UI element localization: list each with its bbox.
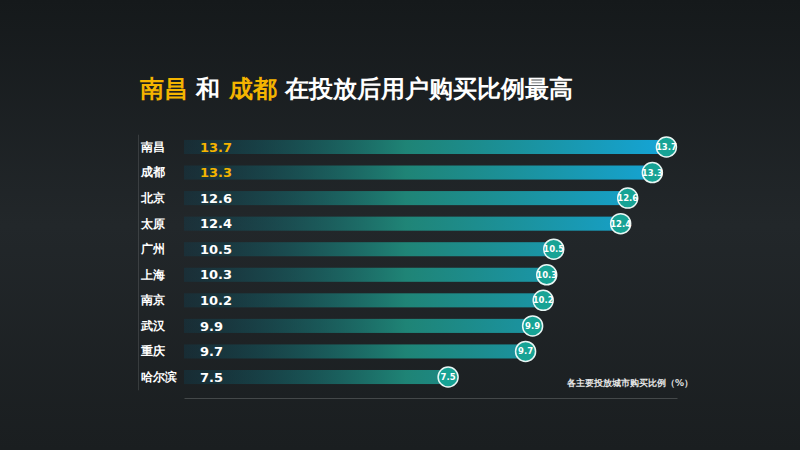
y-tick-label: 北京 [140, 191, 165, 205]
background [0, 0, 800, 450]
bar [184, 242, 554, 256]
value-badge: 13.3 [642, 163, 663, 183]
value-badge-bg [544, 239, 564, 259]
value-label: 10.2 [533, 295, 554, 305]
value-column-label: 12.6 [200, 191, 232, 206]
value-label: 10.3 [536, 270, 557, 280]
chart: 南昌 和 成都 在投放后用户购买比例最高南昌成都北京太原广州上海南京武汉重庆哈尔… [0, 0, 800, 450]
value-badge: 10.5 [543, 239, 564, 259]
value-badge-bg [523, 316, 543, 336]
value-badge-bg [642, 163, 662, 183]
value-badge: 10.2 [533, 290, 554, 310]
bar [184, 319, 533, 333]
bar [184, 140, 666, 154]
value-badge-bg [537, 265, 557, 285]
bar [184, 166, 652, 180]
value-badge-bg [516, 341, 536, 361]
value-label: 12.6 [617, 193, 638, 203]
title: 南昌 和 成都 在投放后用户购买比例最高 [139, 75, 573, 103]
bar [184, 217, 621, 231]
value-badge: 13.7 [656, 137, 677, 157]
y-tick: 南昌 [138, 140, 165, 154]
value-column-label: 13.3 [200, 165, 232, 180]
title-part [277, 75, 285, 103]
title-part [220, 75, 228, 103]
value-label: 13.7 [656, 142, 677, 152]
value-label: 10.5 [543, 244, 564, 254]
y-tick: 成都 [138, 165, 165, 179]
value-badge: 12.4 [610, 214, 631, 234]
y-tick-label: 成都 [140, 165, 165, 179]
y-tick-label: 重庆 [140, 344, 165, 358]
title-part: 和 [195, 75, 220, 103]
value-label: 7.5 [441, 372, 456, 382]
value-column-label: 9.7 [200, 344, 223, 359]
title-part: 在投放后用户购买比例最高 [284, 75, 573, 103]
value-badge-bg [533, 290, 553, 310]
bar [184, 191, 628, 205]
bar [184, 344, 526, 358]
value-badge: 9.9 [523, 316, 543, 336]
x-axis-line [185, 398, 678, 399]
value-column-label: 10.3 [200, 267, 232, 282]
value-badge-bg [618, 188, 638, 208]
value-label: 13.3 [642, 168, 663, 178]
y-tick-label: 上海 [140, 268, 165, 282]
bars [184, 140, 666, 384]
y-axis: 南昌成都北京太原广州上海南京武汉重庆哈尔滨 [138, 135, 177, 391]
y-tick: 太原 [138, 217, 165, 231]
y-tick-label: 南京 [140, 293, 165, 307]
value-badge-bg [656, 137, 676, 157]
title-part: 南昌 [139, 75, 188, 103]
bar [184, 293, 543, 307]
y-tick-label: 广州 [140, 242, 165, 256]
y-tick: 哈尔滨 [138, 370, 177, 384]
value-badge-bg [611, 214, 631, 234]
value-column-label: 10.2 [200, 293, 232, 308]
x-axis [185, 398, 678, 399]
value-label: 9.9 [525, 321, 540, 331]
value-badge-bg [438, 367, 458, 387]
value-badge: 10.3 [536, 265, 557, 285]
y-tick: 南京 [138, 293, 165, 307]
value-column-label: 7.5 [200, 370, 223, 385]
y-tick: 重庆 [138, 344, 165, 358]
y-axis-line [138, 135, 139, 391]
value-column-label: 9.9 [200, 319, 223, 334]
value-column-label: 10.5 [200, 242, 232, 257]
title-part [188, 75, 196, 103]
y-tick-label: 南昌 [140, 140, 165, 154]
y-tick: 北京 [138, 191, 165, 205]
y-tick-label: 哈尔滨 [141, 370, 177, 384]
y-tick-label: 武汉 [140, 319, 166, 333]
y-tick: 广州 [138, 242, 165, 256]
y-tick: 武汉 [138, 319, 166, 333]
bar [184, 268, 547, 282]
value-badge: 7.5 [438, 367, 458, 387]
x-axis-title: 各主要投放城市购买比例（%） [566, 378, 693, 388]
value-column-label: 13.7 [200, 140, 232, 155]
bar [184, 370, 448, 384]
value-label: 9.7 [518, 346, 533, 356]
y-tick: 上海 [138, 268, 165, 282]
y-tick-label: 太原 [140, 217, 165, 231]
value-label: 12.4 [610, 219, 631, 229]
data-labels: 13.7 13.3 12.6 12.4 10.5 10.3 10.2 9.9 9.7 7.5 13.… [200, 137, 677, 387]
value-badge: 12.6 [617, 188, 638, 208]
value-column-label: 12.4 [200, 216, 232, 231]
title-part: 成都 [228, 75, 277, 103]
value-badge: 9.7 [516, 341, 536, 361]
